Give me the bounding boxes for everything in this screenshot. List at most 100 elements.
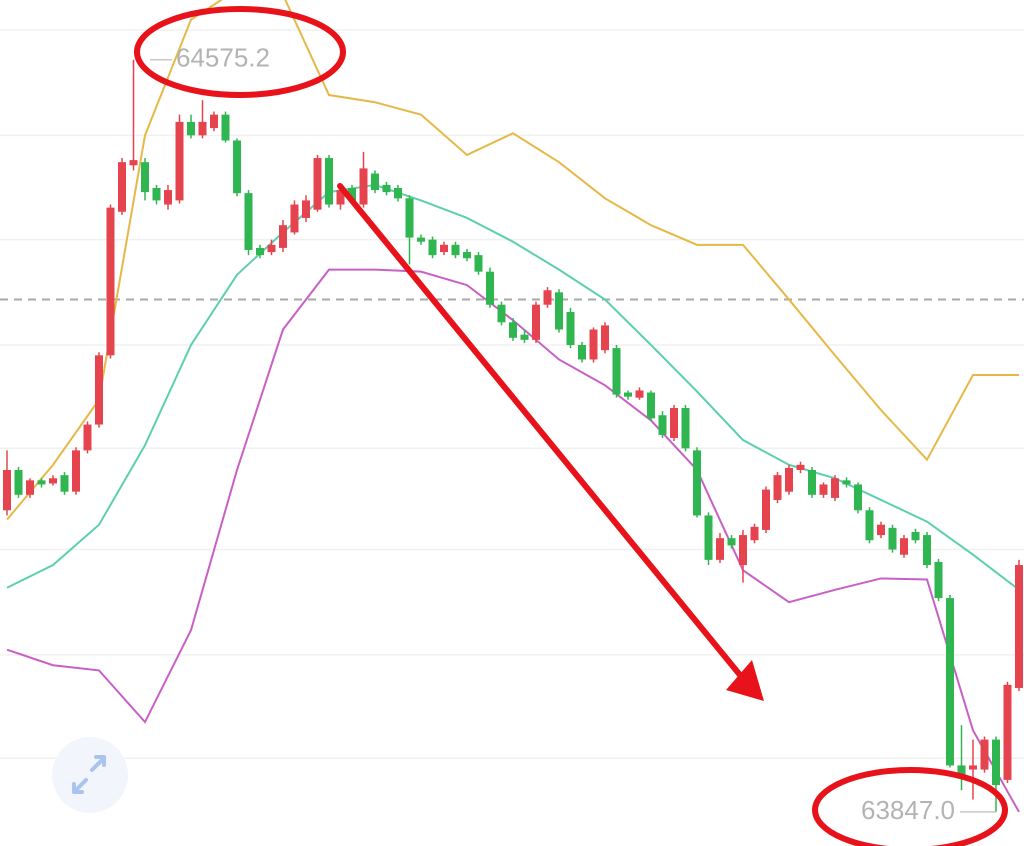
candle-body (1015, 565, 1023, 688)
candle-body (532, 304, 540, 340)
band-line (6, 183, 1020, 591)
candle-body (394, 188, 402, 199)
candle-body (302, 200, 310, 218)
candle-body (60, 475, 69, 492)
candle-body (589, 329, 598, 360)
candle-body (888, 527, 897, 550)
trend-arrow-head (726, 660, 764, 701)
candle-body (555, 292, 563, 330)
candle-body (647, 392, 655, 419)
candle-body (693, 450, 701, 516)
candle-body (106, 207, 115, 356)
candle-body (773, 475, 782, 500)
candle-body (612, 348, 621, 395)
candle-body (26, 480, 34, 495)
candle-body (1003, 684, 1012, 780)
candle-body (175, 121, 184, 201)
expand-icon (72, 755, 106, 794)
highlight-ellipse (812, 767, 1008, 846)
candle-body (451, 244, 460, 256)
candle-body (37, 480, 46, 485)
candle-body (118, 162, 126, 212)
candle-body (95, 355, 103, 425)
candle-body (141, 162, 149, 193)
candle-body (578, 345, 586, 360)
candle-body (520, 334, 529, 340)
candle-body (854, 484, 862, 511)
candle-body (509, 322, 517, 338)
candle-body (348, 188, 356, 201)
candle-body (681, 408, 690, 449)
annotations (134, 6, 1008, 846)
candle-body (819, 484, 828, 495)
candle-body (716, 538, 724, 560)
candle-body (49, 478, 57, 484)
candle-body (658, 415, 667, 435)
candle-body (992, 739, 1000, 786)
candle-body (336, 190, 345, 205)
candle-body (750, 526, 759, 541)
candle-body (566, 311, 575, 346)
candle-body (164, 190, 172, 205)
candle-body (279, 225, 287, 248)
candle-body (831, 478, 839, 498)
candle-body (980, 739, 989, 770)
candle-body (704, 515, 713, 560)
candle-body (405, 198, 414, 238)
button-circle (52, 737, 128, 813)
candle-body (865, 510, 874, 541)
candle-body (244, 193, 253, 250)
band-line (6, 0, 1019, 521)
candle-body (739, 535, 747, 566)
trend-arrow-line (337, 183, 743, 678)
candle-body (187, 121, 195, 136)
candle-body (497, 304, 506, 323)
candle-body (152, 188, 161, 201)
candle-body (313, 158, 322, 210)
candle-body (359, 168, 368, 205)
candle-body (946, 598, 954, 766)
candle-body (325, 158, 333, 205)
candle-body (72, 450, 80, 492)
candle-body (842, 480, 851, 485)
candle-body (911, 531, 920, 541)
candle-body (727, 538, 736, 546)
candle-body (417, 237, 425, 242)
expand-button[interactable] (52, 737, 128, 813)
candle-body (83, 424, 92, 451)
candle-body (14, 470, 23, 495)
low-label: 63847.0 (861, 795, 955, 825)
candle-body (382, 184, 391, 193)
candle-body (371, 173, 379, 191)
candle-body (762, 489, 770, 530)
candle-body (808, 470, 816, 495)
candle-body (233, 140, 241, 194)
candle-body (463, 252, 471, 259)
candle-body (3, 470, 11, 511)
candle-body (900, 538, 908, 555)
candle-body (969, 765, 977, 770)
candle-body (210, 114, 218, 129)
highlight-ellipse (134, 6, 346, 98)
candle-body (267, 244, 276, 253)
candle-body (129, 160, 138, 166)
candle-body (877, 524, 885, 536)
candle-body (635, 390, 644, 398)
candle-body (428, 239, 437, 256)
candle-body (923, 535, 931, 566)
candle-body (256, 247, 264, 256)
candle-body (221, 114, 230, 141)
candle-body (624, 392, 632, 397)
candle-body (543, 290, 552, 305)
candle-body (957, 765, 966, 775)
candle-body (440, 244, 448, 253)
candle-body (486, 271, 494, 305)
candle-body (934, 561, 943, 599)
candle-body (198, 121, 207, 136)
high-label: 64575.2 (176, 43, 270, 73)
candle-body (670, 408, 678, 438)
candle-body (290, 204, 299, 233)
